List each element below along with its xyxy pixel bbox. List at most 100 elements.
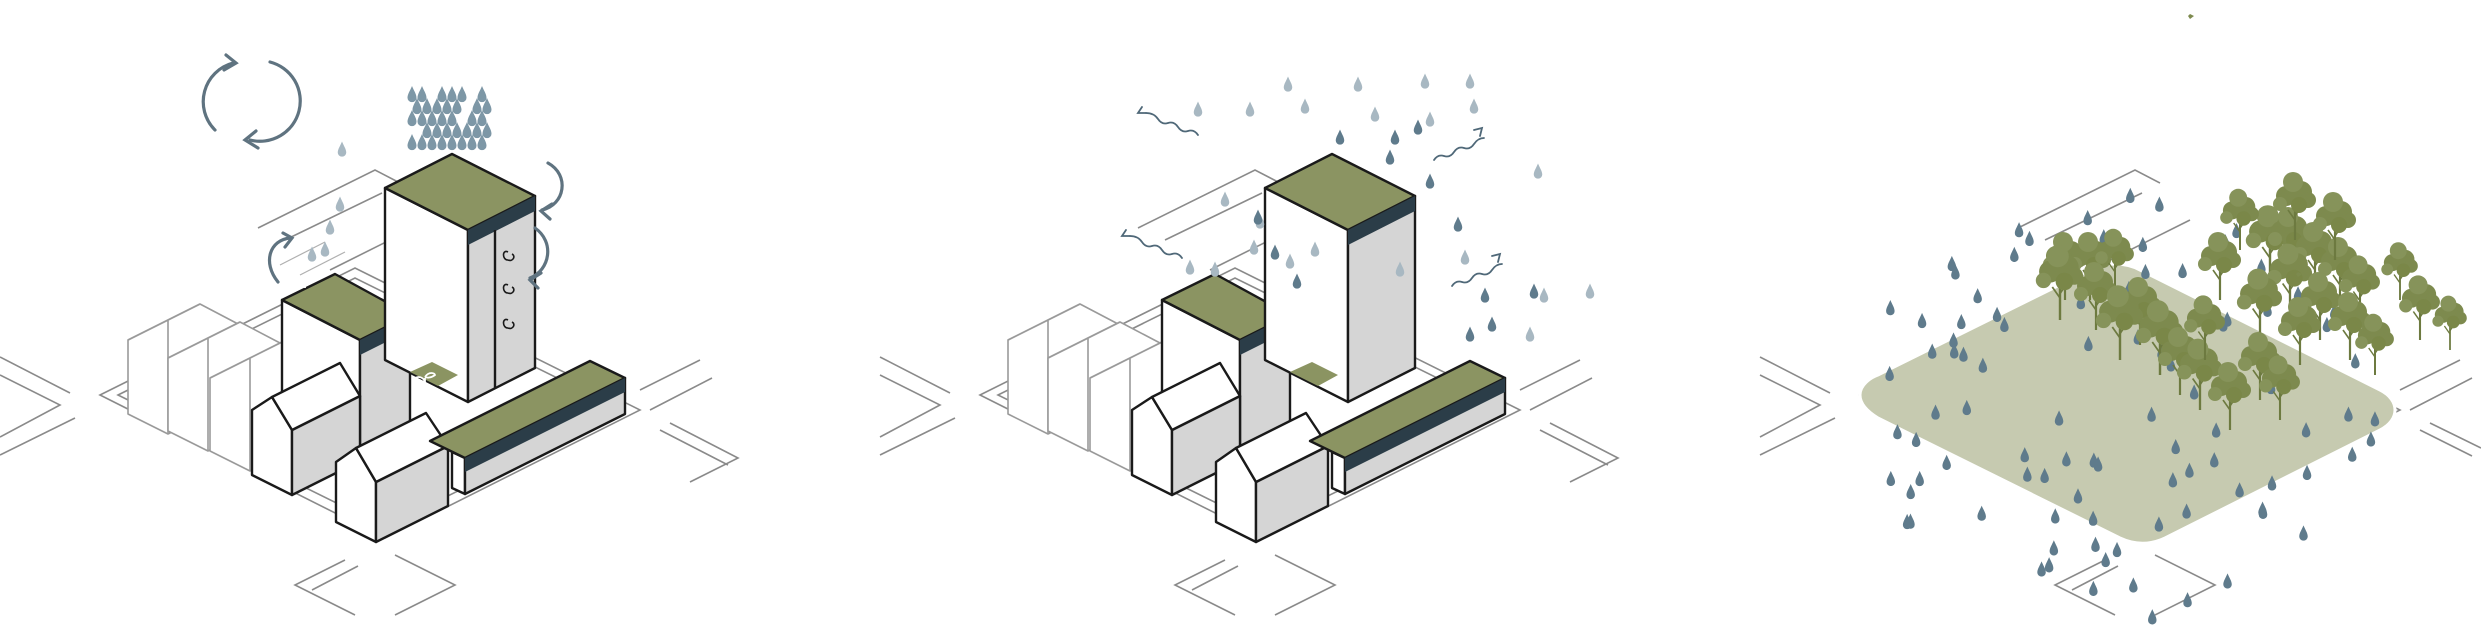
raindrop-icon	[1385, 149, 1395, 165]
raindrop-icon	[2091, 536, 2100, 552]
raindrop-icon	[2183, 592, 2192, 608]
raindrop-icon	[1283, 76, 1293, 92]
raindrop-icon	[2126, 187, 2135, 204]
raindrop-icon	[2141, 263, 2150, 280]
raindrop-icon	[1245, 101, 1255, 117]
raindrops	[307, 141, 347, 262]
tree-icon	[2398, 274, 2441, 342]
cycle-arrows-icon	[201, 53, 302, 150]
raindrop-icon	[2138, 236, 2148, 253]
raindrop-icon	[2299, 525, 2308, 541]
raindrop-icon	[407, 86, 417, 103]
raindrop-icon	[1413, 119, 1423, 135]
curved-arrow-icon	[267, 161, 564, 290]
raindrop-icon	[1425, 173, 1435, 189]
raindrop-icon	[1886, 300, 1895, 316]
tower-building	[1263, 152, 1417, 404]
raindrop-icon	[447, 86, 457, 103]
raindrop-icon	[1390, 129, 1400, 145]
raindrop-icon	[337, 141, 347, 157]
raindrop-icon	[1453, 216, 1463, 232]
gabled-house-2	[334, 411, 450, 544]
gabled-house-1	[1130, 361, 1242, 497]
tower-building	[383, 152, 537, 404]
raindrop-icon	[1525, 326, 1535, 342]
raindrop-icon	[1529, 283, 1539, 299]
raindrop-icon	[325, 219, 335, 235]
raindrop-icon	[457, 86, 467, 103]
raindrop-icon	[335, 196, 345, 212]
raindrop-icon	[1886, 470, 1896, 487]
raindrop-icon	[1335, 129, 1345, 145]
raindrop-icon	[1465, 326, 1475, 342]
raindrop-icon	[1193, 101, 1203, 117]
raindrop-icon	[2051, 508, 2060, 524]
raindrop-icon	[437, 86, 447, 103]
raindrop-icon	[2025, 230, 2034, 247]
raindrop-icon	[1425, 111, 1435, 127]
raindrop-icon	[417, 86, 427, 103]
raindrop-icon	[1465, 73, 1475, 89]
raindrop-icon	[1585, 283, 1595, 299]
raindrop-icon	[1942, 454, 1951, 471]
raindrop-icon	[1253, 209, 1263, 225]
raindrop-icon	[2258, 503, 2268, 519]
raindrop-icon	[1370, 106, 1380, 122]
raindrop-icon	[1539, 287, 1549, 303]
raindrop-icon	[2049, 540, 2059, 556]
tree-icon	[2196, 230, 2243, 302]
raindrop-icon	[1249, 239, 1259, 255]
raindrop-icon	[407, 134, 417, 151]
raindrop-icon	[1300, 98, 1310, 114]
raindrop-icon	[2347, 446, 2357, 462]
raindrop-icon	[2044, 557, 2054, 573]
raindrop-icon	[1185, 259, 1195, 275]
raindrop-icon	[2223, 573, 2232, 589]
raindrop-icon	[2037, 561, 2046, 577]
long-bar-building	[428, 359, 627, 496]
raindrop-icon	[2129, 577, 2138, 593]
raindrop-icon	[1480, 287, 1490, 303]
raindrop-icon	[1220, 191, 1230, 207]
raindrop-icon	[2083, 210, 2092, 226]
raindrop-icon	[1992, 306, 2002, 323]
raindrop-icon	[1973, 288, 1982, 304]
birds	[2188, 14, 2302, 277]
raindrop-icon	[1487, 316, 1497, 332]
raindrop-icon	[2148, 609, 2157, 625]
panel-1-circulating-water	[0, 53, 740, 616]
raindrop-icon	[307, 246, 317, 262]
raindrop-icon	[1533, 163, 1543, 179]
facade-sprout-icons	[502, 250, 515, 330]
raindrop-icon	[2112, 541, 2122, 558]
evaporation-wave-icon	[1120, 106, 1503, 287]
sprout-icon	[294, 272, 316, 288]
raindrop-icon	[1353, 76, 1363, 92]
long-bar-building	[1308, 359, 1507, 496]
raindrop-icon	[1469, 98, 1479, 114]
panel-2-evaporation	[879, 73, 1620, 616]
gabled-house-2	[1214, 411, 1330, 544]
panel-3-forest-infiltration	[1759, 14, 2481, 625]
raindrop-icon	[2155, 196, 2164, 212]
sprout-icon-ground	[414, 372, 436, 388]
raindrop-icon	[2089, 580, 2098, 597]
raindrop-icon	[1210, 261, 1220, 277]
raindrop-icon	[2101, 551, 2110, 568]
raindrop-icon	[1420, 73, 1430, 89]
raindrop-icon	[1915, 470, 1924, 487]
raindrop-icon	[2010, 246, 2019, 263]
rain-cluster	[407, 86, 492, 151]
raindrop-icon	[1977, 505, 1986, 521]
raindrop-icon	[477, 86, 487, 103]
raindrop-icon	[2178, 262, 2187, 279]
raindrop-icon	[1460, 249, 1470, 265]
raindrop-icon	[1906, 483, 1915, 500]
raindrop-icon	[1917, 312, 1927, 329]
raindrop-icon	[1957, 314, 1966, 330]
raindrop-icon	[2351, 353, 2360, 369]
courtyard-green	[1290, 362, 1338, 386]
raindrop-icon	[2014, 222, 2024, 238]
